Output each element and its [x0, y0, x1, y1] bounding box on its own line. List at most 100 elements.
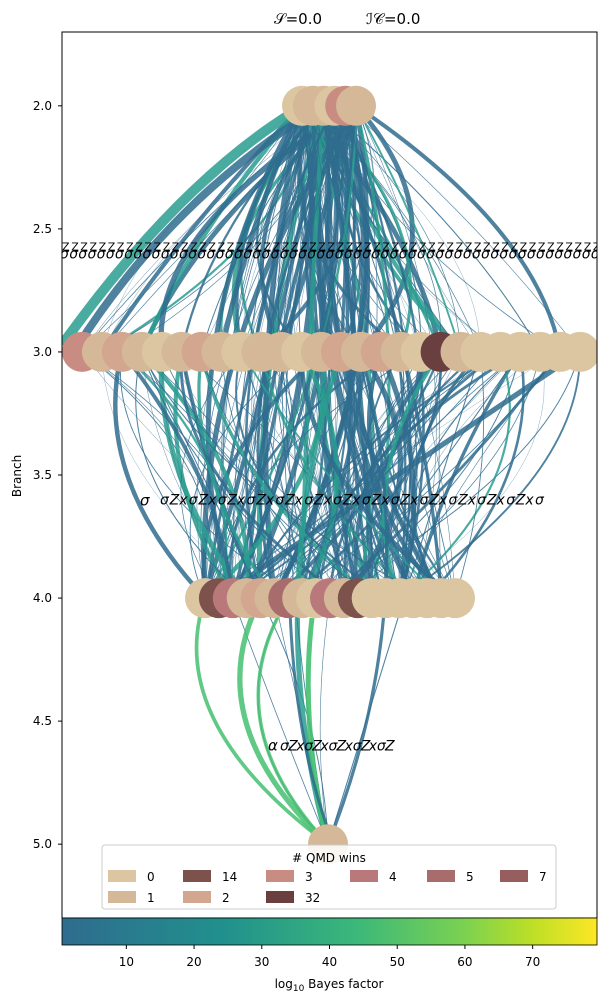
- node-label-text: Z: [501, 241, 509, 254]
- node-label-text: Z: [108, 241, 116, 254]
- node-label-text: σ: [518, 247, 528, 263]
- edge-line: [197, 351, 276, 600]
- node-label-text: Z: [602, 241, 609, 254]
- node-label-text: σ: [353, 247, 363, 263]
- legend-label: 0: [147, 870, 155, 884]
- node-label-text: σ: [304, 493, 314, 509]
- node-label-text: Z: [135, 241, 143, 254]
- edge-line: [315, 351, 441, 599]
- legend-swatch: [183, 870, 211, 882]
- edge-band: [288, 609, 332, 836]
- node-label-text: σ: [335, 247, 345, 263]
- node-label-text: Z: [399, 493, 410, 509]
- node-label-text: Z: [117, 241, 125, 254]
- edge-line: [345, 105, 581, 353]
- edge-line: [287, 351, 422, 599]
- node-label-text: σ: [536, 247, 546, 263]
- node-label-text: Z: [465, 241, 473, 254]
- edge-line: [218, 104, 305, 353]
- edge-line: [120, 350, 235, 599]
- node-label-text: σ: [60, 247, 70, 263]
- node-label-text: Z: [287, 739, 298, 755]
- node-label-text: Z: [511, 241, 519, 254]
- node-label-text: Z: [342, 493, 353, 509]
- node-label-rows: σZ σZ σZ σZ σZ σZ σZ σZ σZ σZ σZ σZ σZ σZ σZ σZ σZ σZ σZ σZ…: [60, 241, 609, 755]
- node-label-text: σ: [316, 247, 326, 263]
- node-label-text: σ: [490, 247, 500, 263]
- node-label-text: Z: [474, 241, 482, 254]
- node-label-text: Z: [492, 241, 500, 254]
- node-label-text: Z: [190, 241, 198, 254]
- edge-band: [71, 104, 321, 353]
- node-label-text: σ: [362, 493, 372, 509]
- legend-swatch: [266, 870, 294, 882]
- node-label-text: σ: [243, 247, 253, 263]
- node-label-text: Z: [199, 241, 207, 254]
- edge-line: [354, 104, 563, 353]
- colorbar-ticks: 10 20 30 40 50 60 70: [119, 945, 540, 969]
- edge-line: [189, 351, 302, 599]
- y-tick-label: 4.5: [33, 714, 52, 728]
- colorbar-tick-label: 70: [525, 955, 540, 969]
- node-label-text: Z: [384, 739, 395, 755]
- node-label-text: σ: [275, 493, 285, 509]
- node-label-text: σ: [189, 493, 199, 509]
- node-label-text: σ: [261, 247, 271, 263]
- node-label-text: Z: [538, 241, 546, 254]
- node-label-text: σ: [161, 247, 171, 263]
- node-label-text: Z: [401, 241, 409, 254]
- node-label-text: Z: [90, 241, 98, 254]
- edge-line: [237, 596, 330, 847]
- colorbar-tick-label: 60: [457, 955, 472, 969]
- edge-line: [81, 351, 331, 599]
- y-tick-label: 3.0: [33, 345, 52, 359]
- node-label-text: σ: [304, 739, 314, 755]
- node-label-text: x: [344, 739, 354, 755]
- node-label-text: σ: [477, 493, 487, 509]
- node-label-text: Z: [300, 241, 308, 254]
- node-label-text: Z: [80, 241, 88, 254]
- node-label-text: σ: [124, 247, 134, 263]
- node-label-text: Z: [144, 241, 152, 254]
- legend-label: 32: [305, 891, 320, 905]
- edge-line: [261, 351, 386, 599]
- node-label-text: Z: [163, 241, 171, 254]
- edge-line: [426, 351, 525, 599]
- node-label-text: x: [323, 493, 333, 509]
- node-label-text: Z: [364, 241, 372, 254]
- edge-bundle: [62, 103, 582, 847]
- node-label-text: Z: [227, 241, 235, 254]
- legend-title: # QMD wins: [292, 851, 366, 865]
- node-label-text: σ: [449, 493, 459, 509]
- edge-line: [238, 351, 362, 599]
- node-label-text: Z: [208, 241, 216, 254]
- node-label-text: Z: [520, 241, 528, 254]
- edge-line: [352, 351, 461, 599]
- edge-line: [161, 351, 372, 599]
- node-label-text: Z: [382, 241, 390, 254]
- colorbar-tick-label: 40: [322, 955, 337, 969]
- node-label-text: x: [496, 493, 506, 509]
- edge-line: [398, 351, 511, 599]
- node-label-text: σ: [170, 247, 180, 263]
- model-node: [435, 578, 475, 619]
- node-label-text: σ: [333, 493, 343, 509]
- node-label-text: Z: [410, 241, 418, 254]
- node-label-text: x: [380, 493, 390, 509]
- node-label-text: Z: [309, 241, 317, 254]
- node-label-text: Z: [547, 241, 555, 254]
- node-label-text: Z: [371, 493, 382, 509]
- node-label-text: Z: [291, 241, 299, 254]
- node-label-text: σ: [218, 493, 228, 509]
- edge-line: [140, 350, 250, 599]
- edge-line: [334, 105, 421, 352]
- node-label-text: σ: [88, 247, 98, 263]
- colorbar-tick-label: 10: [119, 955, 134, 969]
- node-label-text: Z: [71, 241, 79, 254]
- legend-swatch: [350, 870, 378, 882]
- model-node: [560, 331, 597, 372]
- node-label-text: x: [368, 739, 378, 755]
- node-label-text: Z: [318, 241, 326, 254]
- node-label-text: Z: [226, 493, 237, 509]
- colorbar-tick-label: 20: [186, 955, 201, 969]
